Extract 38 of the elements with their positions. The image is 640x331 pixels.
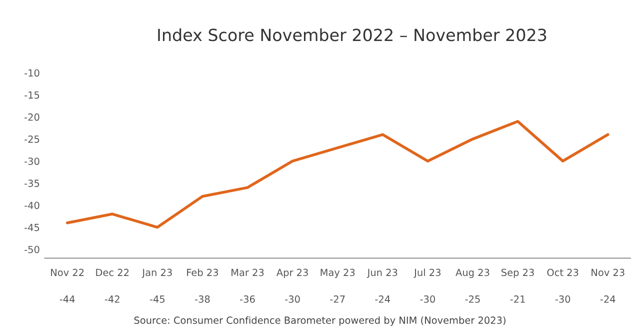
data-label: -30 <box>555 295 570 303</box>
y-tick-label: -30 <box>24 158 40 165</box>
y-tick-label: -15 <box>24 91 40 99</box>
data-label: -30 <box>420 295 435 303</box>
data-label: -24 <box>600 295 616 303</box>
x-tick-label: Nov 23 <box>592 268 624 276</box>
x-tick-label: Jun 23 <box>366 268 398 278</box>
data-label: -21 <box>510 295 525 303</box>
data-label: -24 <box>375 295 390 303</box>
data-label: -25 <box>465 295 480 303</box>
source-note: Source: Consumer Confidence Barometer powered by NIM (November 2023) <box>134 316 506 326</box>
data-label: -45 <box>150 296 165 303</box>
x-tick-label: Mar 23 <box>232 268 264 276</box>
y-tick-label: -45 <box>24 224 40 232</box>
data-label: -27 <box>330 295 345 303</box>
x-tick-label: Nov 22 <box>51 268 84 276</box>
x-tick-label: Feb 23 <box>187 268 218 276</box>
y-tick-label: -10 <box>24 69 40 77</box>
y-tick-label: -40 <box>24 202 40 210</box>
data-label: -38 <box>194 295 210 303</box>
x-tick-label: Jul 23 <box>414 268 441 278</box>
y-tick-label: -20 <box>24 113 40 121</box>
data-label: -30 <box>285 295 300 303</box>
data-label: -36 <box>240 295 255 303</box>
x-tick-label: May 23 <box>320 268 355 278</box>
data-label: -42 <box>104 295 120 303</box>
y-tick-label: -35 <box>24 180 40 187</box>
line-series <box>66 120 610 229</box>
x-tick-label: Sep 23 <box>502 268 534 278</box>
chart-title: Index Score November 2022 – November 2023 <box>158 28 546 42</box>
x-tick-label: Oct 23 <box>547 268 578 276</box>
x-tick-label: Dec 22 <box>96 268 129 276</box>
x-tick-label: Jan 23 <box>142 268 172 278</box>
y-tick-label: -50 <box>24 246 40 254</box>
y-tick-label: -25 <box>24 136 40 143</box>
x-tick-label: Apr 23 <box>276 268 308 278</box>
x-tick-label: Aug 23 <box>456 268 490 278</box>
data-label: -44 <box>60 296 75 303</box>
